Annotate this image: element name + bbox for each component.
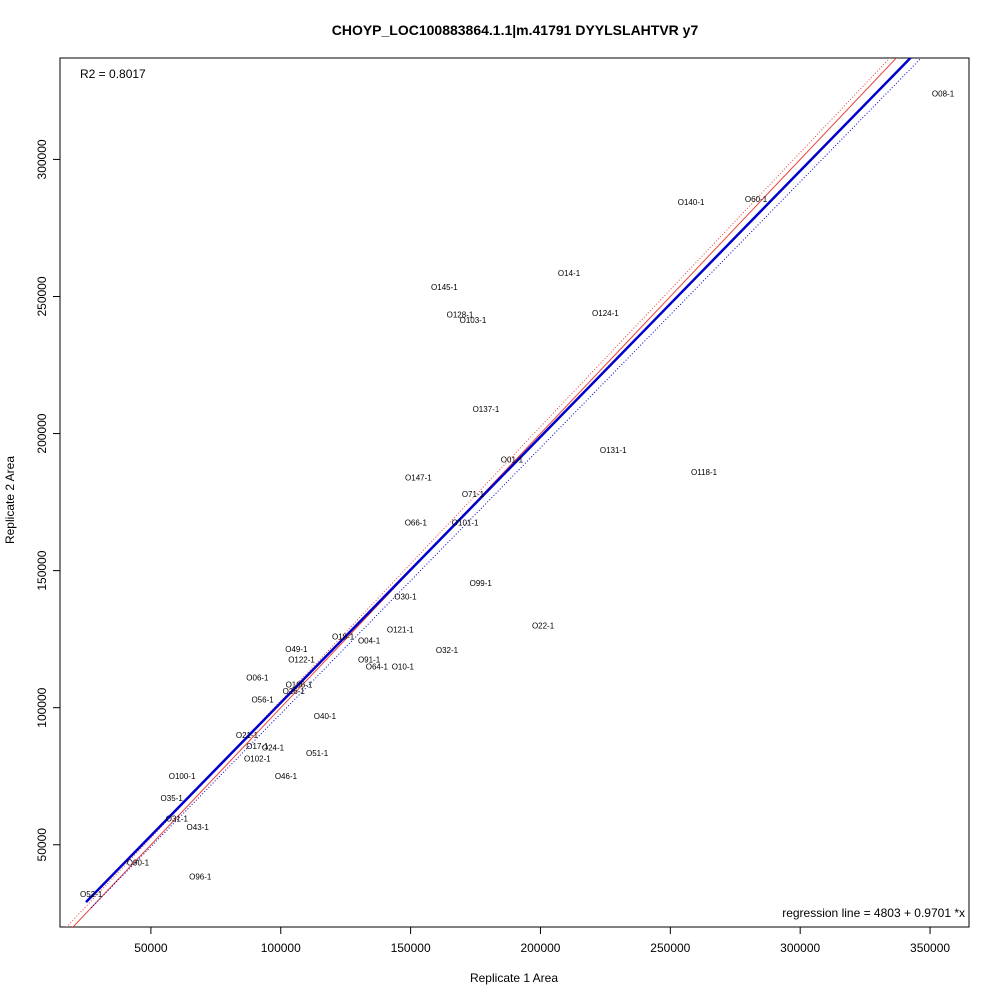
- data-point: O06-1: [246, 674, 269, 683]
- data-point: O90-1: [127, 859, 150, 868]
- identity-dotted-line: [65, 58, 891, 927]
- data-point: O106-1: [286, 680, 313, 689]
- x-tick-label: 150000: [391, 941, 431, 955]
- data-point: O131-1: [600, 446, 627, 455]
- data-point: O66-1: [405, 519, 428, 528]
- data-point: O30-1: [394, 593, 417, 602]
- data-point: O137-1: [473, 405, 500, 414]
- data-point: O91-1: [358, 656, 381, 665]
- data-point: O71-1: [462, 490, 485, 499]
- data-point: O49-1: [285, 645, 308, 654]
- fit-lines: [65, 58, 922, 927]
- data-point: O124-1: [592, 309, 619, 318]
- data-point: O31-1: [166, 815, 189, 824]
- identity-line: [72, 58, 897, 927]
- data-point: O32-1: [436, 646, 459, 655]
- data-point: O101-1: [452, 519, 479, 528]
- data-point: O100-1: [169, 772, 196, 781]
- data-point: O08-1: [932, 90, 955, 99]
- data-point: O17-1: [246, 742, 269, 751]
- y-axis: 50000 100000 150000 200000 250000 300000: [35, 139, 60, 861]
- data-point: O14-1: [558, 269, 581, 278]
- data-point: O22-1: [532, 621, 555, 630]
- data-point: O52-1: [80, 890, 103, 899]
- chart-title: CHOYP_LOC100883864.1.1|m.41791 DYYLSLAHT…: [332, 22, 699, 38]
- x-tick-label: 100000: [261, 941, 301, 955]
- data-points: O08-1O60-1O140-1O14-1O145-1O124-1O128-1O…: [80, 90, 955, 899]
- regression-dotted-line: [90, 58, 922, 909]
- data-point: O35-1: [161, 794, 184, 803]
- data-point: O01-1: [501, 456, 524, 465]
- y-tick-label: 250000: [35, 276, 49, 316]
- data-point: O121-1: [387, 626, 414, 635]
- y-tick-label: 200000: [35, 413, 49, 453]
- x-tick-label: 200000: [520, 941, 560, 955]
- x-tick-label: 300000: [780, 941, 820, 955]
- data-point: O122-1: [288, 656, 315, 665]
- x-axis: 50000 100000 150000 200000 250000 300000 35000…: [134, 927, 950, 955]
- x-axis-label: Replicate 1 Area: [470, 971, 558, 985]
- y-tick-label: 100000: [35, 687, 49, 727]
- regression-annotation: regression line = 4803 + 0.9701 *x: [782, 906, 965, 920]
- data-point: O51-1: [306, 749, 329, 758]
- data-point: O43-1: [187, 823, 210, 832]
- y-tick-label: 300000: [35, 139, 49, 179]
- y-tick-label: 50000: [35, 828, 49, 862]
- regression-line: [85, 58, 913, 904]
- data-point: O145-1: [431, 283, 458, 292]
- data-point: O40-1: [314, 712, 337, 721]
- r2-annotation: R2 = 0.8017: [80, 67, 146, 81]
- data-point: O103-1: [460, 316, 487, 325]
- data-point: O18-1: [332, 632, 355, 641]
- data-point: O99-1: [470, 579, 493, 588]
- data-point: O140-1: [678, 198, 705, 207]
- data-point: O10-1: [392, 663, 415, 672]
- y-axis-label: Replicate 2 Area: [3, 456, 17, 544]
- plot-area: [59, 57, 970, 928]
- data-point: O46-1: [275, 772, 298, 781]
- x-tick-label: 250000: [650, 941, 690, 955]
- data-point: O128-1: [447, 310, 474, 319]
- data-point: O60-1: [745, 195, 768, 204]
- data-point: O96-1: [189, 872, 212, 881]
- data-point: O24-1: [262, 743, 285, 752]
- data-point: O118-1: [691, 468, 718, 477]
- data-point: O147-1: [405, 473, 432, 482]
- x-tick-label: 50000: [134, 941, 168, 955]
- data-point: O26-1: [283, 687, 306, 696]
- data-point: O64-1: [366, 663, 389, 672]
- y-tick-label: 150000: [35, 550, 49, 590]
- data-point: O102-1: [244, 754, 271, 763]
- data-point: O04-1: [358, 637, 381, 646]
- x-tick-label: 350000: [910, 941, 950, 955]
- data-point: O56-1: [251, 695, 274, 704]
- data-point: O21-1: [236, 731, 259, 740]
